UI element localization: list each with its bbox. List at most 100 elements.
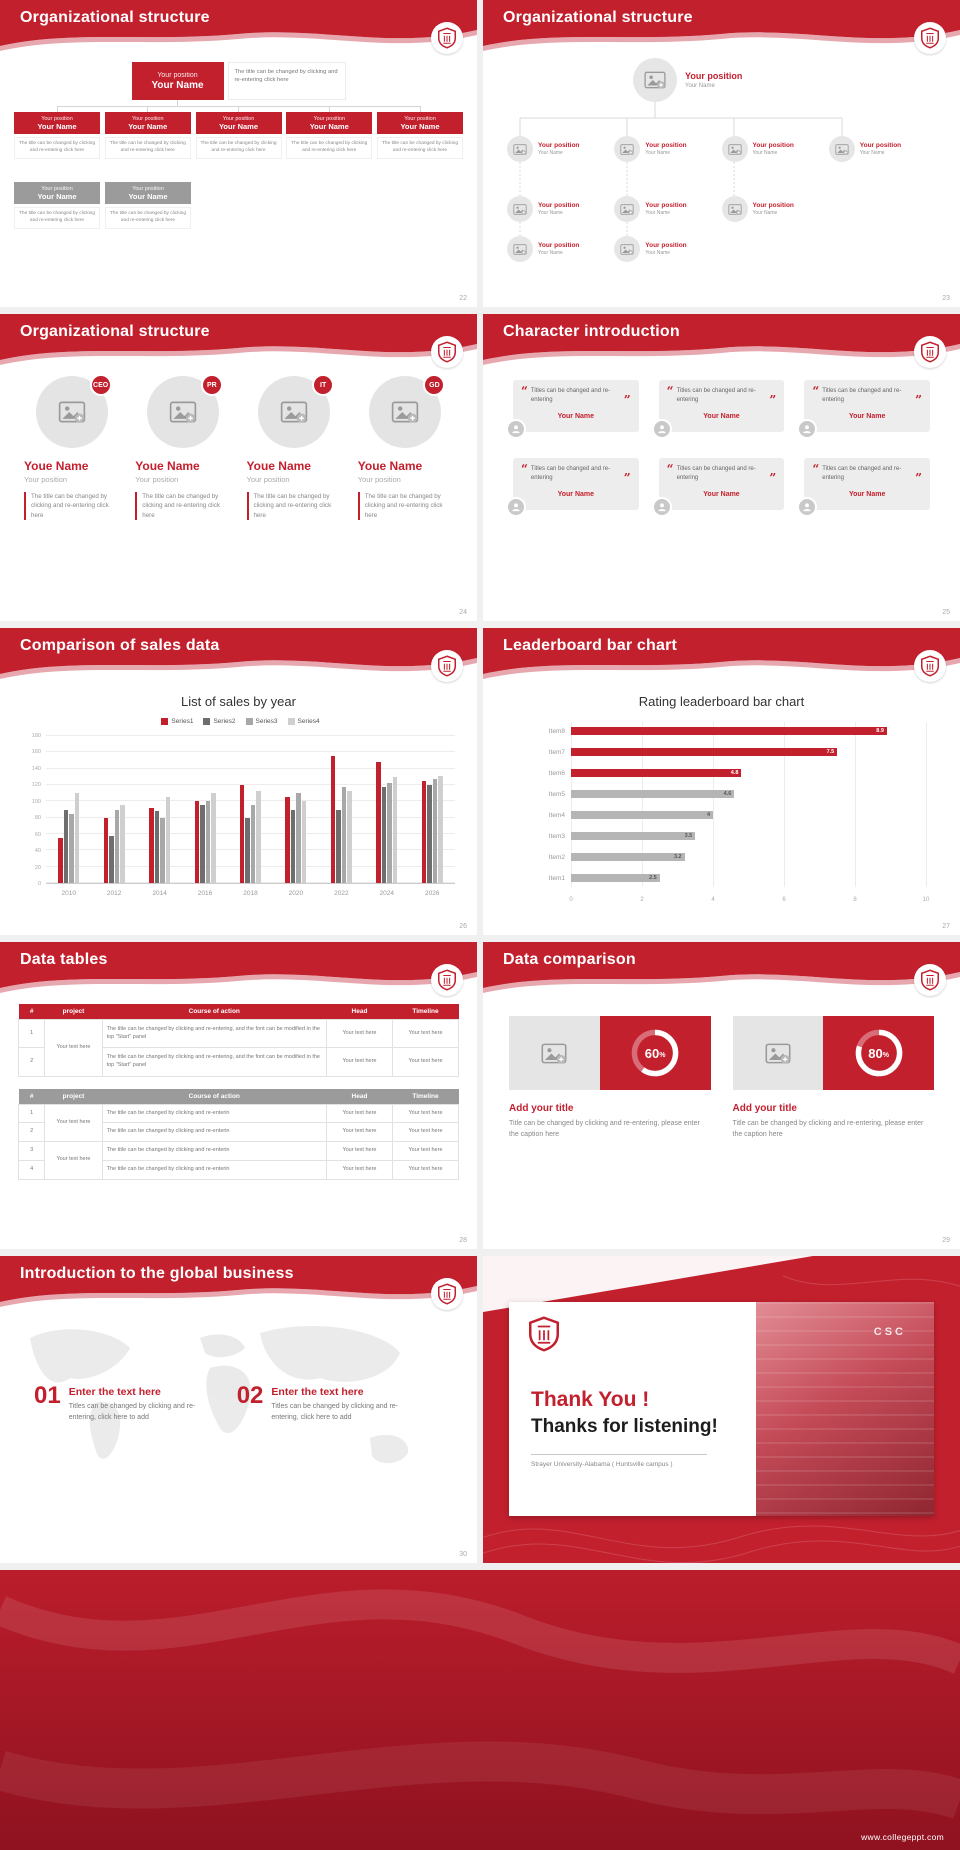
page-number: 28 <box>459 1237 467 1244</box>
slide-character-introduction: Character introduction “Titles can be ch… <box>483 314 960 621</box>
card-heading: Add your title <box>509 1103 574 1114</box>
bar <box>285 797 290 883</box>
open-quote-icon: “ <box>812 384 820 398</box>
legend-label: Series4 <box>297 718 320 725</box>
university-logo <box>431 22 463 54</box>
university-logo-icon <box>438 341 456 363</box>
image-placeholder-icon <box>541 1043 567 1064</box>
close-quote-icon: ” <box>915 471 922 485</box>
bar-row: Item3 3.5 <box>523 832 926 840</box>
role-badge: PR <box>200 374 223 396</box>
chart-title: List of sales by year <box>181 694 296 709</box>
header-swoosh <box>0 0 477 51</box>
legend-item: Series2 <box>203 718 236 725</box>
quote-card: “Titles can be changed and re-entering ” Y… <box>651 458 785 517</box>
close-quote-icon: ” <box>915 393 922 407</box>
page-number: 22 <box>459 295 467 302</box>
divider <box>531 1454 707 1455</box>
university-logo-icon <box>529 1316 559 1352</box>
bar <box>392 776 398 883</box>
org-level-2: Your position Your Name The title can be … <box>14 106 463 159</box>
university-logo-icon <box>921 27 939 49</box>
quote-cards: “Titles can be changed and re-entering” Y… <box>506 380 930 517</box>
image-placeholder-icon <box>391 401 419 423</box>
value-label: 7.5 <box>826 749 835 755</box>
table-cell: The title can be changed by clicking and… <box>101 1047 327 1077</box>
org-node-cell: Your position Your Name The title can be … <box>14 182 100 229</box>
member-name: Youe Name <box>135 459 200 473</box>
chart-gridline <box>784 722 785 887</box>
table-cell: The title can be changed by clicking and… <box>101 1159 327 1180</box>
page-number: 25 <box>942 609 950 616</box>
chart-gridline <box>46 882 455 883</box>
bar: 3.2 <box>571 853 685 861</box>
bar <box>154 811 160 883</box>
bar-row: Item8 8.9 <box>523 727 926 735</box>
comparison-card: 60% Add your title Title can be changed … <box>509 1016 711 1140</box>
image-placeholder <box>509 1016 600 1090</box>
percent-panel: 60% <box>599 1016 711 1090</box>
image-placeholder <box>633 58 677 102</box>
legend-item: Series3 <box>245 718 278 725</box>
org-node-name: Your Name <box>151 79 204 91</box>
y-axis: 0 20 40 60 80 100 120 140 160 180 <box>26 733 46 887</box>
category-label: Item5 <box>548 790 565 798</box>
legend-swatch <box>245 718 253 725</box>
university-logo-icon <box>438 969 456 991</box>
chart-gridline <box>46 784 455 785</box>
card-caption: Title can be changed by clicking and re-… <box>732 1120 924 1138</box>
quote-text: Titles can be changed and re-entering <box>676 388 756 404</box>
bar <box>296 793 301 883</box>
org-node-cell: Your position Your Name The title can be … <box>195 106 282 159</box>
page-number: 24 <box>459 609 467 616</box>
table-cell: The title can be changed by clicking and… <box>101 1141 327 1161</box>
table-cell: Your text here <box>391 1159 460 1180</box>
org-node: Your position Your Name <box>614 236 721 262</box>
org-node-desc: The title can be changed by clicking and… <box>195 137 282 159</box>
org-node: Your position Your Name <box>14 112 100 134</box>
bar-row: Item7 7.5 <box>523 748 926 756</box>
slide-thank-you: CSC Thank You ! Thanks for listening! St… <box>483 1256 960 1563</box>
table-cell: Your text here <box>325 1122 393 1143</box>
table-cell: Your text here <box>325 1141 393 1161</box>
chart-gridline <box>855 722 856 887</box>
x-tick-label: 10 <box>922 897 930 903</box>
percent-panel: 80% <box>823 1016 934 1090</box>
page-number: 27 <box>942 923 950 930</box>
slide-title: Introduction to the global business <box>20 1265 294 1282</box>
avatar <box>797 497 818 517</box>
university-logo <box>431 650 463 682</box>
slide-header: Comparison of sales data <box>0 628 477 684</box>
table-cell: The title can be changed by clicking and… <box>101 1018 327 1049</box>
bar <box>245 817 250 883</box>
bar <box>74 793 80 883</box>
avatar <box>651 419 672 439</box>
member-position: Your position <box>24 475 68 484</box>
quote-text: Titles can be changed and re-entering <box>676 466 756 482</box>
open-quote-icon: “ <box>666 384 674 398</box>
close-quote-icon: ” <box>769 471 777 485</box>
image-placeholder-icon <box>835 143 849 155</box>
avatar <box>797 419 818 439</box>
bar-track: 3.5 <box>571 832 926 840</box>
university-logo <box>914 964 946 996</box>
org-node: Your position Your Name <box>614 196 721 222</box>
image-placeholder-icon <box>765 1043 791 1064</box>
bar <box>58 838 63 883</box>
footer-url-link[interactable]: www.collegeppt.com <box>861 1832 944 1842</box>
x-axis: 0 2 4 6 8 10 <box>569 891 929 903</box>
table-cell: Your text here <box>44 1141 103 1180</box>
org-tree-row: Your position Your Name Your position Your… <box>507 136 936 162</box>
university-logo <box>914 336 946 368</box>
chart-title: Rating leaderboard bar chart <box>638 694 805 709</box>
team-member: IT Youe Name Your position The title can… <box>246 374 342 520</box>
image-placeholder-icon <box>169 401 197 423</box>
table-row: 1 Your text here The title can be change… <box>17 1018 460 1077</box>
numbered-item: 01 Enter the text here Titles can be cha… <box>34 1384 199 1423</box>
team-member: CEO Youe Name Your position The title ca… <box>24 374 119 520</box>
y-tick-label: 140 <box>31 765 41 772</box>
university-logo <box>431 964 463 996</box>
member-name: Your Name <box>848 490 886 498</box>
bar-rows: Item8 8.9 Item7 7.5 Item6 4.8 Item5 4.6 Item4 4 It… <box>523 722 926 887</box>
image-placeholder-icon <box>644 71 666 89</box>
